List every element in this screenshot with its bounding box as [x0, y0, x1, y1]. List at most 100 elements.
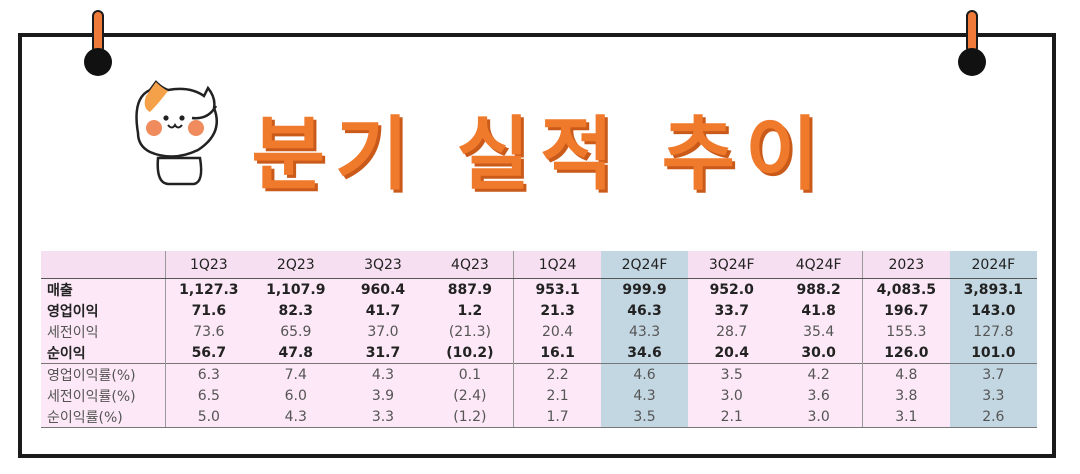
table-cell: 1,127.3 — [165, 278, 253, 300]
table-cell: 127.8 — [949, 321, 1037, 342]
column-header: 2Q23 — [252, 251, 340, 279]
table-cell: 41.7 — [339, 300, 427, 321]
table-cell: 155.3 — [862, 321, 950, 342]
table-cell: 3.9 — [339, 385, 427, 406]
table-cell: 6.5 — [165, 385, 253, 406]
table-cell: 16.1 — [513, 342, 601, 364]
table-cell: 4.6 — [600, 363, 689, 385]
column-header: 2024F — [949, 251, 1037, 279]
table-cell: 196.7 — [862, 300, 950, 321]
column-header — [41, 251, 166, 279]
table-cell: 4.3 — [339, 363, 427, 385]
table-row: 매출 1,127.3 1,107.9 960.4 887.9 953.1 999.9 952.… — [41, 278, 1037, 300]
table-cell: 101.0 — [949, 342, 1037, 364]
pin-icon — [84, 10, 114, 76]
table-cell: 2.1 — [688, 406, 776, 428]
table-cell: 3.6 — [775, 385, 864, 406]
table-row: 순이익률(%) 5.0 4.3 3.3 (1.2) 1.7 3.5 2.1 3.0 3.1 2.6 — [41, 406, 1037, 428]
table-cell: 1,107.9 — [252, 278, 340, 300]
row-label: 세전이익률(%) — [41, 385, 166, 406]
earnings-table: 1Q23 2Q23 3Q23 4Q23 1Q24 2Q24F 3Q24F 4Q24F 2023 2… — [41, 251, 1037, 428]
table-cell: (1.2) — [426, 406, 515, 428]
pin-icon — [958, 10, 988, 76]
table-cell: 3.1 — [862, 406, 950, 428]
table-cell: 126.0 — [862, 342, 950, 364]
table-cell: 988.2 — [775, 278, 864, 300]
table-cell: 952.0 — [688, 278, 776, 300]
table-cell: (10.2) — [426, 342, 515, 364]
table-cell: 4.3 — [600, 385, 689, 406]
column-header: 2Q24F — [600, 251, 689, 279]
table-cell: 4.8 — [862, 363, 950, 385]
table-cell: 34.6 — [600, 342, 689, 364]
column-header: 3Q23 — [339, 251, 427, 279]
table-cell: 3.8 — [862, 385, 950, 406]
table-cell: 33.7 — [688, 300, 776, 321]
table-cell: 2.2 — [513, 363, 601, 385]
table-cell: 73.6 — [165, 321, 253, 342]
row-label: 순이익 — [41, 342, 166, 364]
table-cell: 35.4 — [775, 321, 864, 342]
table-row: 영업이익 71.6 82.3 41.7 1.2 21.3 46.3 33.7 41.8 196.7… — [41, 300, 1037, 321]
table-cell: 65.9 — [252, 321, 340, 342]
column-header: 1Q24 — [513, 251, 601, 279]
column-header: 4Q24F — [775, 251, 864, 279]
cat-mascot-icon — [135, 80, 218, 186]
table-cell: 5.0 — [165, 406, 253, 428]
row-label: 세전이익 — [41, 321, 166, 342]
table-cell: 887.9 — [426, 278, 515, 300]
page-title: 분기 실적 추이 — [251, 108, 829, 201]
table-cell: 953.1 — [513, 278, 601, 300]
table-cell: 2.6 — [949, 406, 1037, 428]
table-cell: 37.0 — [339, 321, 427, 342]
table-row: 세전이익 73.6 65.9 37.0 (21.3) 20.4 43.3 28.7 35.4 15… — [41, 321, 1037, 342]
row-label: 매출 — [41, 278, 166, 300]
table-cell: 21.3 — [513, 300, 601, 321]
table-cell: 3,893.1 — [949, 278, 1037, 300]
table-cell: 3.0 — [688, 385, 776, 406]
table-cell: 0.1 — [426, 363, 515, 385]
table-cell: 3.0 — [775, 406, 864, 428]
column-header: 4Q23 — [426, 251, 515, 279]
table-cell: 1.2 — [426, 300, 515, 321]
column-header: 1Q23 — [165, 251, 253, 279]
table-cell: 6.0 — [252, 385, 340, 406]
table-cell: 3.7 — [949, 363, 1037, 385]
row-label: 영업이익률(%) — [41, 363, 166, 385]
table-cell: 4,083.5 — [862, 278, 950, 300]
table-cell: 7.4 — [252, 363, 340, 385]
table-cell: 28.7 — [688, 321, 776, 342]
table-cell: 3.5 — [600, 406, 689, 428]
table-row: 영업이익률(%) 6.3 7.4 4.3 0.1 2.2 4.6 3.5 4.2 4.8 3.7 — [41, 363, 1037, 385]
table-cell: 3.3 — [949, 385, 1037, 406]
table-cell: 46.3 — [600, 300, 689, 321]
table-cell: 3.3 — [339, 406, 427, 428]
table-cell: 960.4 — [339, 278, 427, 300]
table-cell: 3.5 — [688, 363, 776, 385]
row-label: 순이익률(%) — [41, 406, 166, 428]
table-cell: 143.0 — [949, 300, 1037, 321]
table-cell: 1.7 — [513, 406, 601, 428]
table-cell: 71.6 — [165, 300, 253, 321]
table-row: 세전이익률(%) 6.5 6.0 3.9 (2.4) 2.1 4.3 3.0 3.6 3.8 3.3 — [41, 385, 1037, 406]
table-cell: 2.1 — [513, 385, 601, 406]
row-label: 영업이익 — [41, 300, 166, 321]
table-cell: 20.4 — [688, 342, 776, 364]
table-cell: 30.0 — [775, 342, 864, 364]
table-cell: 4.3 — [252, 406, 340, 428]
table-cell: 41.8 — [775, 300, 864, 321]
table-cell: 4.2 — [775, 363, 864, 385]
table-cell: 47.8 — [252, 342, 340, 364]
table-cell: 56.7 — [165, 342, 253, 364]
table-cell: 999.9 — [600, 278, 689, 300]
table-header-row: 1Q23 2Q23 3Q23 4Q23 1Q24 2Q24F 3Q24F 4Q24F 2023 2… — [41, 251, 1037, 279]
table-cell: 20.4 — [513, 321, 601, 342]
table-cell: (2.4) — [426, 385, 515, 406]
table-row: 순이익 56.7 47.8 31.7 (10.2) 16.1 34.6 20.4 30.0 126… — [41, 342, 1037, 364]
column-header: 3Q24F — [688, 251, 776, 279]
table-cell: 31.7 — [339, 342, 427, 364]
column-header: 2023 — [862, 251, 950, 279]
table-cell: 43.3 — [600, 321, 689, 342]
table-cell: (21.3) — [426, 321, 515, 342]
table-cell: 82.3 — [252, 300, 340, 321]
